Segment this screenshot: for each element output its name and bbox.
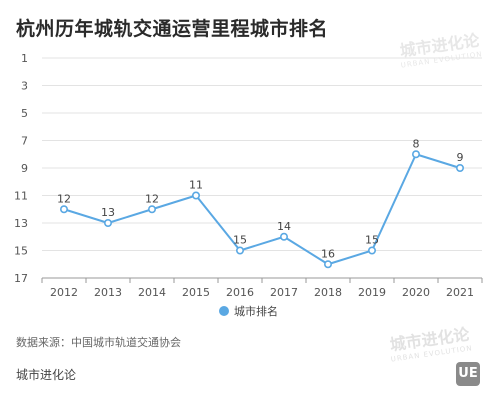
data-point-2017 xyxy=(279,232,288,241)
data-point-2015 xyxy=(192,191,201,200)
y-tick-label-15: 15 xyxy=(14,245,28,258)
y-tick-label-9: 9 xyxy=(21,162,28,175)
x-tick-label-2021: 2021 xyxy=(446,286,474,299)
x-tick-label-2017: 2017 xyxy=(270,286,298,299)
y-tick-label-1: 1 xyxy=(21,52,28,65)
x-tick-label-2013: 2013 xyxy=(94,286,122,299)
data-point-2018 xyxy=(323,260,332,269)
data-label-2019: 15 xyxy=(365,234,379,247)
legend-label-0: 城市排名 xyxy=(234,304,278,318)
data-point-2020 xyxy=(411,150,420,159)
y-tick-label-7: 7 xyxy=(21,135,28,148)
legend-marker-0 xyxy=(219,306,229,316)
chart-title: 杭州历年城轨交通运营里程城市排名 xyxy=(16,18,329,40)
y-tick-label-11: 11 xyxy=(14,190,28,203)
series-line-0 xyxy=(63,153,461,266)
data-label-2016: 15 xyxy=(233,234,247,247)
data-label-2021: 9 xyxy=(457,151,464,164)
data-label-2017: 14 xyxy=(277,220,291,233)
data-label-2020: 8 xyxy=(413,137,420,150)
ue-logo-icon: UE xyxy=(456,362,480,386)
data-label-2013: 13 xyxy=(101,206,115,219)
data-label-2014: 12 xyxy=(145,192,159,205)
x-tick-label-2019: 2019 xyxy=(358,286,386,299)
data-source-note: 数据来源：中国城市轨道交通协会 xyxy=(16,336,181,349)
footer-brand-name: 城市进化论 xyxy=(16,368,77,382)
data-point-2021 xyxy=(455,164,464,173)
data-label-2018: 16 xyxy=(321,247,335,260)
data-point-2012 xyxy=(59,205,68,214)
data-label-2015: 11 xyxy=(189,179,203,192)
y-tick-label-3: 3 xyxy=(21,80,28,93)
x-tick-label-2014: 2014 xyxy=(138,286,166,299)
data-point-2013 xyxy=(104,219,113,228)
x-tick-label-2016: 2016 xyxy=(226,286,254,299)
y-tick-label-17: 17 xyxy=(14,272,28,285)
data-point-2019 xyxy=(367,246,376,255)
x-tick-label-2012: 2012 xyxy=(50,286,78,299)
x-tick-label-2020: 2020 xyxy=(402,286,430,299)
data-point-2014 xyxy=(148,205,157,214)
data-label-2012: 12 xyxy=(57,192,71,205)
y-tick-label-13: 13 xyxy=(14,217,28,230)
x-tick-label-2018: 2018 xyxy=(314,286,342,299)
y-tick-label-5: 5 xyxy=(21,107,28,120)
data-point-2016 xyxy=(236,246,245,255)
x-tick-label-2015: 2015 xyxy=(182,286,210,299)
